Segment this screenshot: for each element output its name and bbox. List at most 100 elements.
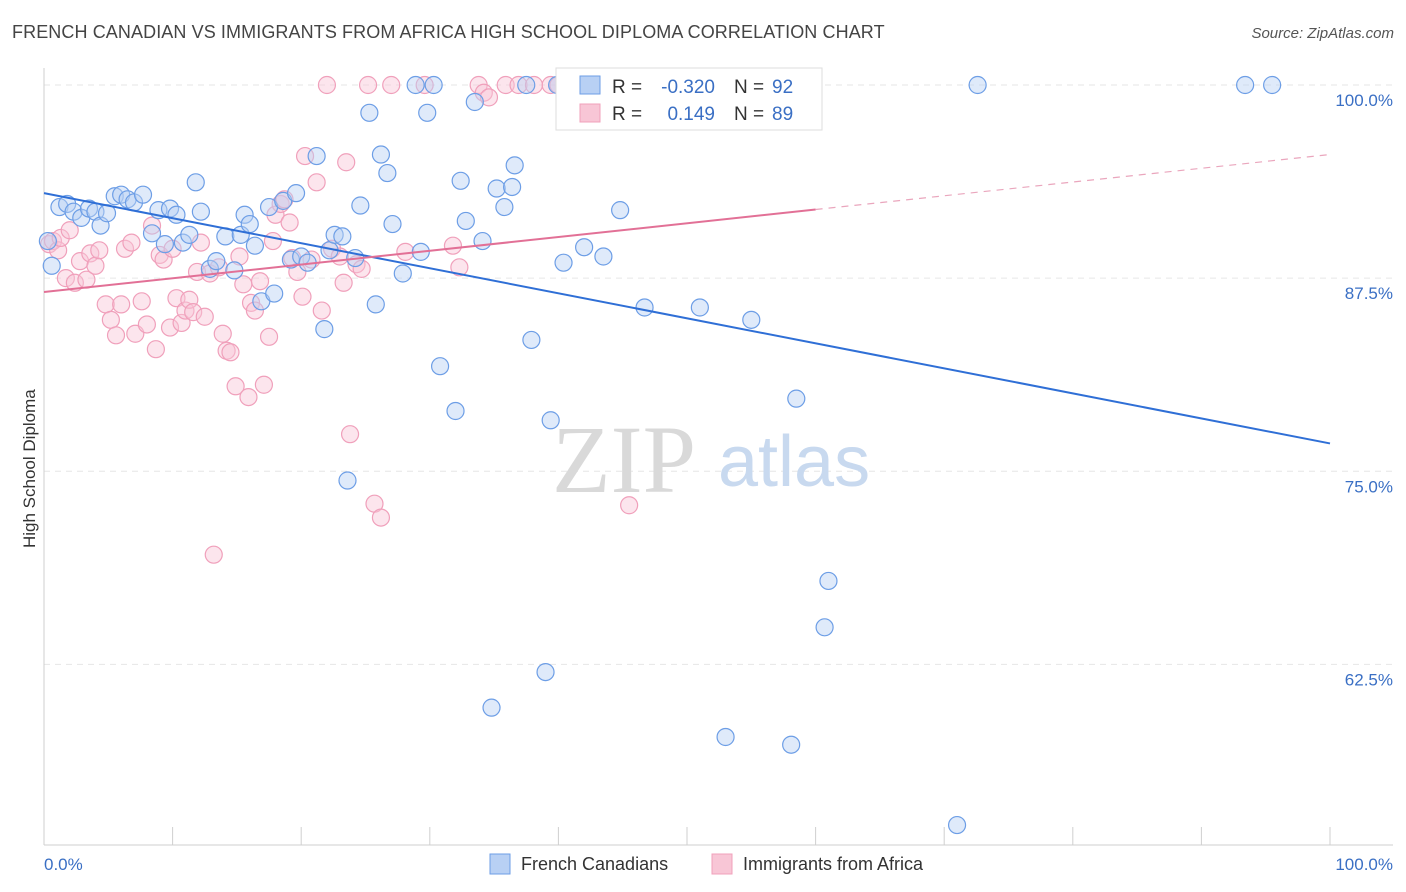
data-point — [430, 357, 450, 376]
data-point — [325, 225, 344, 244]
data-point — [213, 324, 232, 343]
data-point — [968, 75, 987, 95]
data-point — [101, 310, 120, 329]
data-point — [191, 202, 210, 221]
legend-french-canadians: French Canadians — [521, 854, 668, 874]
pink-swatch-icon — [579, 103, 601, 123]
data-point — [86, 256, 105, 275]
data-point — [360, 103, 379, 122]
y-tick-label: 62.5% — [1345, 670, 1393, 689]
y-axis-label: High School Diploma — [20, 389, 39, 548]
data-point — [204, 545, 223, 564]
data-point — [382, 75, 401, 95]
data-point — [509, 75, 528, 95]
data-point — [160, 318, 180, 337]
y-tick-label: 75.0% — [1345, 477, 1393, 496]
data-point — [112, 295, 131, 314]
watermark-zip: ZIP — [552, 406, 696, 513]
blue-r-label: R = — [612, 77, 642, 98]
data-point — [378, 163, 397, 183]
data-point — [787, 389, 806, 408]
blue-n-label: N = — [734, 77, 764, 98]
data-point — [333, 227, 352, 246]
data-point — [536, 662, 555, 682]
trend-line-immigrants-from-africa — [43, 208, 816, 294]
data-point — [473, 231, 492, 251]
data-point — [146, 340, 165, 359]
data-point — [293, 287, 312, 306]
data-point — [716, 727, 735, 747]
data-point — [38, 231, 57, 251]
data-point — [393, 264, 412, 283]
data-point — [195, 307, 214, 326]
data-point — [186, 173, 205, 192]
y-tick-label: 100.0% — [1335, 91, 1393, 110]
data-point — [180, 225, 199, 244]
data-point — [456, 211, 475, 231]
data-point — [406, 75, 425, 95]
data-point — [352, 259, 371, 278]
blue-n-value: 92 — [772, 77, 793, 98]
data-point — [482, 698, 501, 717]
data-point — [451, 171, 470, 190]
data-point — [307, 173, 326, 192]
data-point — [358, 75, 378, 95]
blue-swatch-icon — [579, 75, 601, 95]
trend-lines — [43, 153, 1331, 445]
pink-r-label: R = — [612, 104, 642, 125]
data-point — [176, 301, 195, 320]
data-point — [254, 375, 274, 394]
data-point — [317, 75, 337, 95]
data-point — [106, 326, 126, 345]
data-point — [137, 315, 156, 334]
data-point — [503, 177, 522, 197]
watermark-atlas: atlas — [718, 422, 870, 502]
watermark: ZIP atlas — [552, 406, 870, 513]
data-point — [132, 292, 151, 311]
data-point — [65, 273, 84, 292]
data-point — [226, 377, 245, 396]
data-point — [505, 156, 524, 175]
series-immigrants-from-africa — [40, 75, 639, 564]
data-point — [742, 310, 761, 329]
pink-n-label: N = — [734, 104, 764, 125]
grid-lines — [44, 84, 1393, 665]
data-point — [239, 387, 258, 407]
data-point — [575, 238, 594, 257]
data-point — [424, 75, 443, 95]
data-point — [245, 236, 265, 255]
pink-r-value: 0.149 — [667, 104, 715, 125]
data-point — [96, 295, 115, 314]
data-point — [366, 295, 385, 314]
chart-title: FRENCH CANADIAN VS IMMIGRANTS FROM AFRIC… — [12, 22, 885, 42]
source-label: Source: ZipAtlas.com — [1251, 25, 1394, 42]
data-point — [142, 216, 162, 235]
trend-line-french-canadians — [43, 192, 1331, 445]
data-point — [371, 145, 391, 164]
data-point — [465, 92, 484, 112]
stats-legend: R = -0.320 N = 92 R = 0.149 N = 89 — [555, 67, 823, 131]
data-point — [142, 224, 162, 243]
data-point — [446, 401, 465, 421]
y-tick-label: 87.5% — [1345, 284, 1393, 303]
data-point — [541, 411, 560, 430]
data-point — [315, 320, 334, 339]
data-point — [495, 197, 514, 217]
blue-r-value: -0.320 — [661, 77, 715, 98]
data-point — [690, 298, 709, 317]
data-point — [371, 508, 391, 527]
x-tick-label-max: 100.0% — [1335, 855, 1393, 874]
data-point — [312, 301, 331, 320]
data-point — [307, 146, 326, 166]
data-point — [635, 298, 654, 317]
data-point — [90, 241, 109, 260]
data-point — [230, 247, 249, 266]
data-point — [133, 185, 153, 204]
data-point — [594, 247, 613, 266]
data-point — [334, 273, 353, 292]
data-point — [263, 231, 283, 251]
data-point — [517, 75, 536, 95]
trend-line-extension-immigrants-from-africa — [815, 153, 1331, 211]
data-point — [1236, 75, 1255, 95]
data-point — [815, 618, 834, 637]
